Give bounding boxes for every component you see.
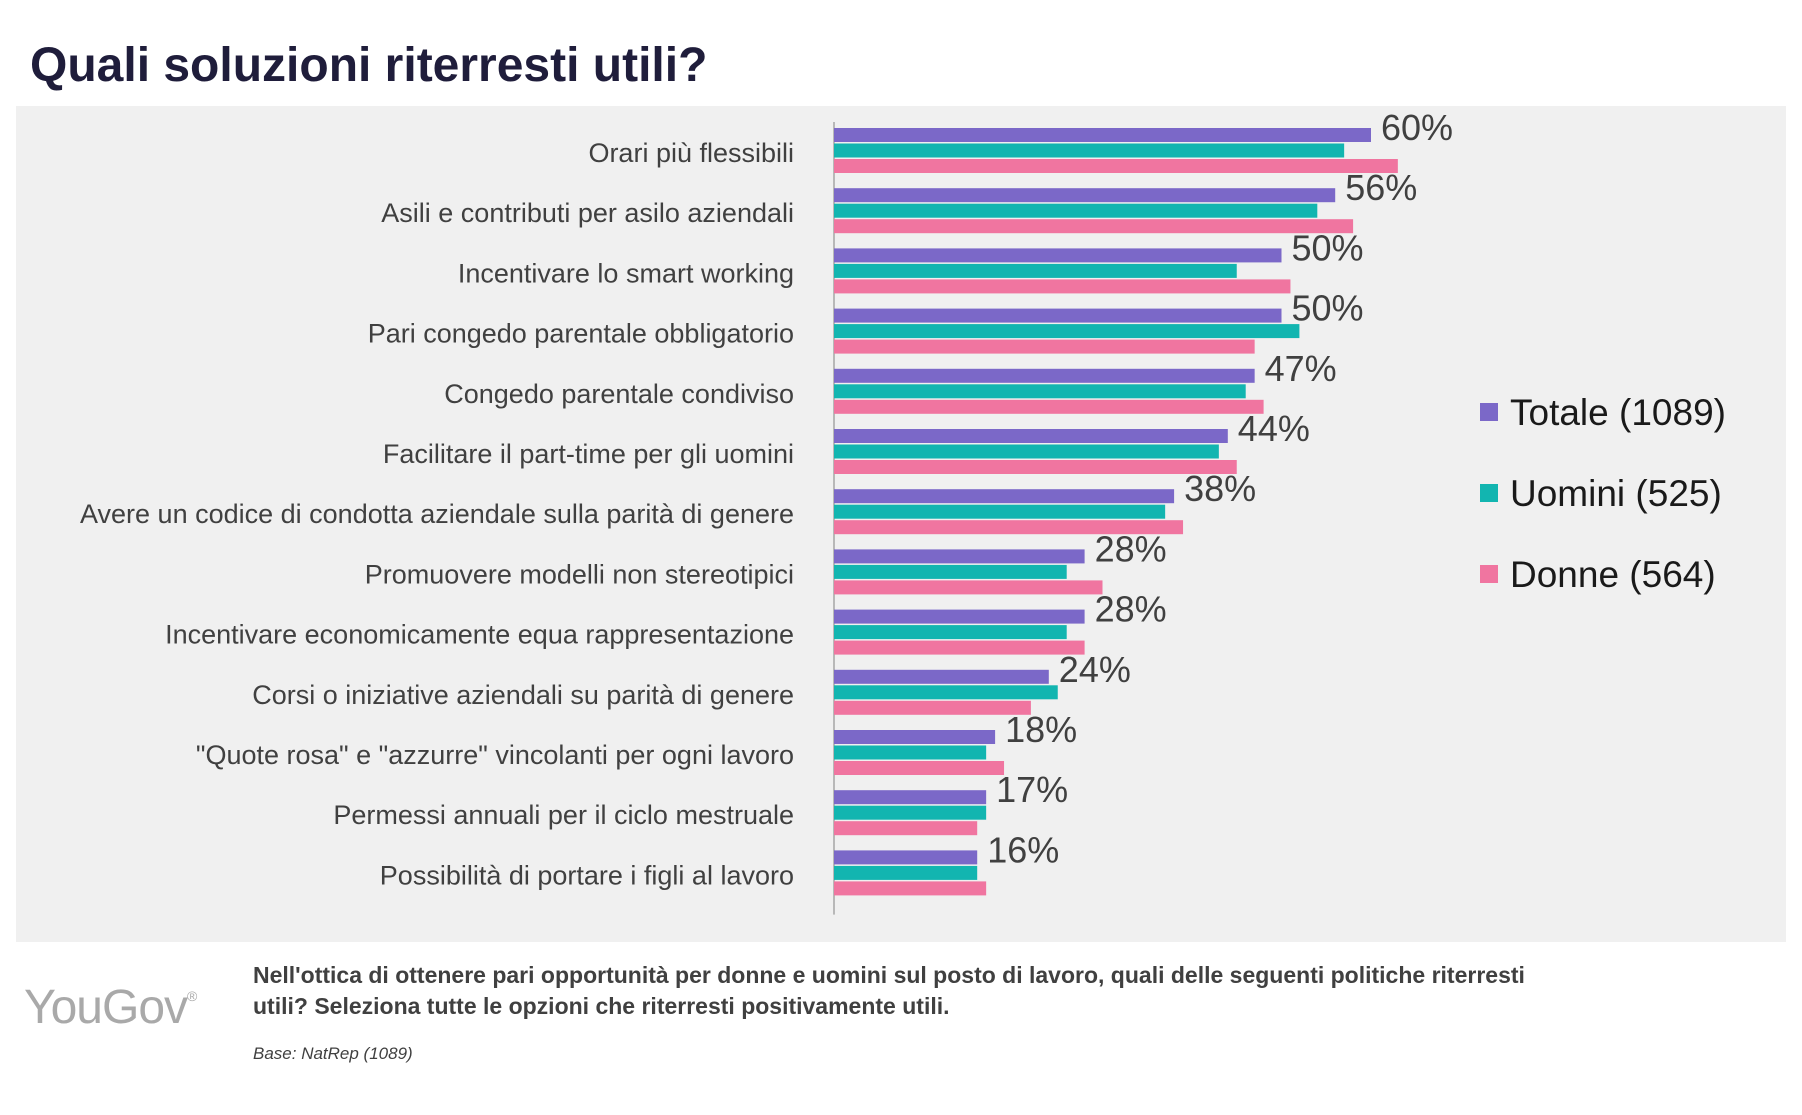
bar-uomini (834, 203, 1318, 218)
bar-group: Congedo parentale condiviso 47% (444, 348, 1337, 414)
bar-uomini (834, 564, 1067, 579)
bar-totale (834, 308, 1282, 323)
bar-donne (834, 339, 1255, 354)
chart-panel: Orari più flessibili 60% Asili e contribut… (16, 106, 1786, 942)
legend-label: Uomini (525) (1510, 473, 1722, 514)
value-label: 18% (1005, 709, 1077, 750)
bar-uomini (834, 384, 1246, 399)
bar-totale (834, 850, 978, 865)
value-label: 50% (1292, 227, 1364, 268)
value-label: 47% (1265, 348, 1337, 389)
bar-totale (834, 790, 987, 805)
category-label: Facilitare il part-time per gli uomini (383, 439, 794, 469)
category-label: Corsi o iniziative aziendali su parità d… (252, 680, 794, 710)
bar-donne (834, 520, 1184, 535)
bar-uomini (834, 444, 1219, 459)
bar-donne (834, 399, 1264, 414)
bar-totale (834, 549, 1085, 564)
bar-donne (834, 821, 978, 836)
bar-uomini (834, 504, 1166, 519)
value-label: 17% (996, 769, 1068, 810)
value-label: 24% (1059, 649, 1131, 690)
category-label: Pari congedo parentale obbligatorio (368, 319, 794, 349)
bar-totale (834, 128, 1371, 142)
category-label: "Quote rosa" e "azzurre" vincolanti per … (196, 740, 794, 770)
bar-totale (834, 188, 1336, 203)
legend-swatch (1480, 403, 1498, 421)
category-label: Avere un codice di condotta aziendale su… (80, 499, 794, 529)
bar-donne (834, 761, 1005, 775)
bar-group: Avere un codice di condotta aziendale su… (80, 468, 1256, 535)
value-label: 56% (1345, 167, 1417, 208)
legend-swatch (1480, 565, 1498, 583)
bar-uomini (834, 865, 978, 880)
page-title: Quali soluzioni riterresti utili? (30, 39, 708, 92)
logo-text: YouGov (24, 981, 188, 1034)
value-label: 16% (987, 829, 1059, 870)
legend-label: Donne (564) (1510, 554, 1716, 595)
category-label: Incentivare economicamente equa rapprese… (165, 620, 794, 650)
bar-donne (834, 219, 1354, 234)
category-label: Congedo parentale condiviso (444, 379, 794, 409)
bar-uomini (834, 263, 1237, 278)
category-label: Promuovere modelli non stereotipici (365, 559, 794, 589)
value-label: 28% (1095, 589, 1167, 630)
bar-group: Incentivare economicamente equa rapprese… (165, 589, 1167, 655)
value-label: 60% (1381, 107, 1453, 148)
bar-group: Corsi o iniziative aziendali su parità d… (252, 649, 1131, 715)
bar-donne (834, 881, 987, 896)
yougov-logo: YouGov® (24, 980, 197, 1035)
legend-item: Donne (564) (1480, 554, 1716, 595)
category-label: Permessi annuali per il ciclo mestruale (333, 800, 794, 830)
value-label: 38% (1184, 468, 1256, 509)
category-label: Incentivare lo smart working (458, 258, 794, 288)
bar-group: Promuovere modelli non stereotipici 28% (365, 528, 1167, 595)
bar-uomini (834, 805, 987, 820)
value-label: 44% (1238, 408, 1310, 449)
legend-item: Uomini (525) (1480, 473, 1722, 514)
bar-group: Asili e contributi per asilo aziendali 56… (381, 167, 1417, 234)
bar-donne (834, 460, 1237, 474)
bar-uomini (834, 324, 1300, 339)
legend-label: Totale (1089) (1510, 392, 1726, 433)
bar-group: Orari più flessibili 60% (588, 107, 1453, 173)
bar-totale (834, 248, 1282, 263)
bar-donne (834, 159, 1398, 173)
bar-group: Pari congedo parentale obbligatorio 50% (368, 288, 1364, 354)
legend-item: Totale (1089) (1480, 392, 1726, 433)
survey-question: Nell'ottica di ottenere pari opportunità… (253, 962, 1525, 1019)
bar-chart: Orari più flessibili 60% Asili e contribut… (80, 107, 1726, 915)
category-label: Asili e contributi per asilo aziendali (381, 198, 794, 228)
registered-mark-icon: ® (187, 988, 197, 1004)
bar-totale (834, 730, 996, 744)
value-label: 50% (1292, 288, 1364, 329)
category-label: Possibilità di portare i figli al lavoro (380, 860, 794, 890)
bar-totale (834, 489, 1175, 504)
value-label: 28% (1095, 528, 1167, 569)
bar-totale (834, 368, 1255, 383)
sample-base: Base: NatRep (1089) (253, 1044, 413, 1063)
bar-group: Permessi annuali per il ciclo mestruale 1… (333, 769, 1068, 836)
bar-donne (834, 700, 1031, 715)
bar-donne (834, 279, 1291, 294)
bar-donne (834, 640, 1085, 655)
legend-swatch (1480, 484, 1498, 502)
category-label: Orari più flessibili (588, 138, 794, 168)
bar-group: "Quote rosa" e "azzurre" vincolanti per … (196, 709, 1077, 775)
bar-totale (834, 429, 1228, 443)
bar-totale (834, 609, 1085, 624)
bar-totale (834, 669, 1049, 684)
bar-group: Possibilità di portare i figli al lavoro… (380, 829, 1059, 896)
bar-uomini (834, 143, 1345, 158)
bar-uomini (834, 625, 1067, 640)
bar-uomini (834, 685, 1058, 700)
bar-uomini (834, 745, 987, 760)
bar-donne (834, 580, 1103, 595)
bar-group: Facilitare il part-time per gli uomini 44… (383, 408, 1310, 474)
bar-group: Incentivare lo smart working 50% (458, 227, 1364, 294)
